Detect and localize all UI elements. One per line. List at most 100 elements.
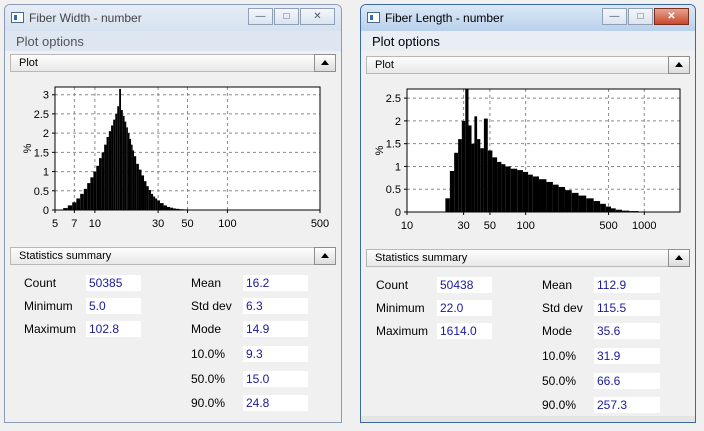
collapse-plot-button[interactable] [314, 54, 336, 72]
histogram-bar [163, 205, 167, 210]
histogram-bar [461, 120, 466, 212]
stat-maximum-label: Maximum [24, 322, 77, 336]
histogram-bar [528, 174, 533, 212]
y-tick-label: 3 [43, 90, 49, 102]
stat-count-label: Count [376, 278, 409, 292]
x-tick-label: 1000 [632, 220, 656, 232]
collapse-stats-button[interactable] [668, 249, 690, 267]
title-bar[interactable]: Fiber Width - number — □ ✕ [5, 5, 341, 31]
menu-plot-options[interactable]: Plot options [372, 34, 440, 49]
histogram-bar [176, 208, 180, 210]
x-tick-label: 100 [218, 218, 236, 230]
y-tick-label: 1 [395, 161, 401, 173]
histogram-bar [136, 163, 139, 210]
histogram-bar [477, 139, 481, 212]
histogram-bar [153, 196, 156, 210]
x-tick-label: 30 [457, 220, 469, 232]
histogram-bar [454, 152, 459, 212]
plot-section-header[interactable]: Plot [366, 56, 690, 74]
histogram-bar [600, 203, 606, 212]
x-tick-label: 30 [152, 218, 164, 230]
y-tick-label: 1 [43, 167, 49, 179]
y-tick-label: 0 [43, 205, 49, 217]
histogram-bar [76, 198, 81, 210]
menu-plot-options[interactable]: Plot options [16, 34, 84, 49]
histogram-bar [138, 169, 142, 210]
histogram-bar [106, 136, 109, 210]
histogram-bar [72, 202, 77, 210]
x-tick-label: 5 [52, 218, 58, 230]
y-tick-label: 2 [43, 128, 49, 140]
histogram-bar [605, 206, 612, 212]
stat-count-label: Count [24, 276, 57, 290]
plot-section-header[interactable]: Plot [10, 54, 336, 72]
stat-p90-value: 257.3 [594, 397, 660, 413]
histogram-bar [124, 121, 127, 210]
x-tick-label: 50 [484, 220, 496, 232]
maximize-button[interactable]: □ [628, 8, 653, 25]
y-tick-label: 1.5 [34, 147, 49, 159]
title-bar[interactable]: Fiber Length - number — □ ✕ [361, 5, 695, 31]
histogram-bar [111, 125, 114, 210]
histogram-bar [157, 200, 160, 210]
stat-p90-value: 24.8 [243, 395, 308, 411]
y-axis-label: % [22, 143, 34, 153]
stat-mode-value: 35.6 [594, 323, 660, 339]
histogram-bar [497, 161, 502, 212]
histogram-bar [146, 186, 149, 210]
fiber-length-histogram: 0 0.5 1 1.5 2 2.5 10 30 50 100 500 1000% [374, 88, 681, 232]
histogram-bar [90, 177, 94, 210]
y-axis-label: % [374, 145, 386, 155]
stat-count-value: 50385 [86, 275, 141, 291]
x-tick-label: 500 [311, 218, 329, 230]
stat-p90-label: 90.0% [191, 396, 226, 410]
histogram-bar [458, 139, 462, 212]
stats-section-label: Statistics summary [19, 250, 112, 262]
menu-bar: Plot options [361, 31, 695, 51]
histogram-bar [571, 192, 579, 212]
stat-p10-value: 9.3 [243, 346, 308, 362]
histogram-bar [465, 89, 469, 212]
plot-frame [54, 86, 321, 211]
stats-section-header[interactable]: Statistics summary [366, 249, 690, 267]
histogram-bar [445, 198, 450, 212]
histogram-bar [505, 166, 511, 212]
histogram-bar [586, 198, 594, 212]
close-button[interactable]: ✕ [654, 8, 689, 25]
stat-stddev-label: Std dev [542, 301, 583, 315]
stat-minimum-value: 22.0 [437, 300, 492, 316]
minimize-button[interactable]: — [248, 8, 273, 25]
collapse-plot-button[interactable] [668, 56, 690, 74]
x-tick-label: 50 [181, 218, 193, 230]
histogram-bar [126, 127, 128, 210]
stat-minimum-label: Minimum [24, 299, 73, 313]
histogram-bar [83, 188, 88, 210]
histogram-bar [166, 206, 171, 210]
close-button[interactable]: ✕ [300, 8, 335, 25]
histogram-bar [539, 179, 547, 212]
stat-mean-label: Mean [191, 276, 222, 290]
histogram-bar [578, 195, 587, 212]
stat-mode-label: Mode [191, 322, 222, 336]
collapse-stats-button[interactable] [314, 247, 336, 265]
histogram-bar [113, 119, 116, 210]
x-tick-label: 10 [401, 220, 413, 232]
histogram-bar [80, 193, 84, 210]
fiber-length-window[interactable]: Fiber Length - number — □ ✕ Plot options… [360, 4, 696, 423]
stat-count-value: 50438 [437, 277, 492, 293]
histogram-bar [104, 144, 107, 210]
histogram-bar [99, 158, 102, 210]
plot-section-label: Plot [19, 57, 38, 69]
histogram-bar [96, 165, 100, 210]
y-tick-label: 2.5 [34, 109, 49, 121]
histogram-bar [121, 110, 123, 210]
fiber-width-window[interactable]: Fiber Width - number — □ ✕ Plot options … [4, 4, 342, 423]
minimize-button[interactable]: — [602, 8, 627, 25]
stat-p50-value: 66.6 [594, 373, 660, 389]
stats-section-header[interactable]: Statistics summary [10, 247, 336, 265]
histogram-bar [621, 210, 630, 212]
maximize-button[interactable]: □ [274, 8, 299, 25]
histogram-bar [593, 201, 601, 212]
histogram-bar [564, 190, 572, 212]
histogram-bar [144, 181, 147, 210]
